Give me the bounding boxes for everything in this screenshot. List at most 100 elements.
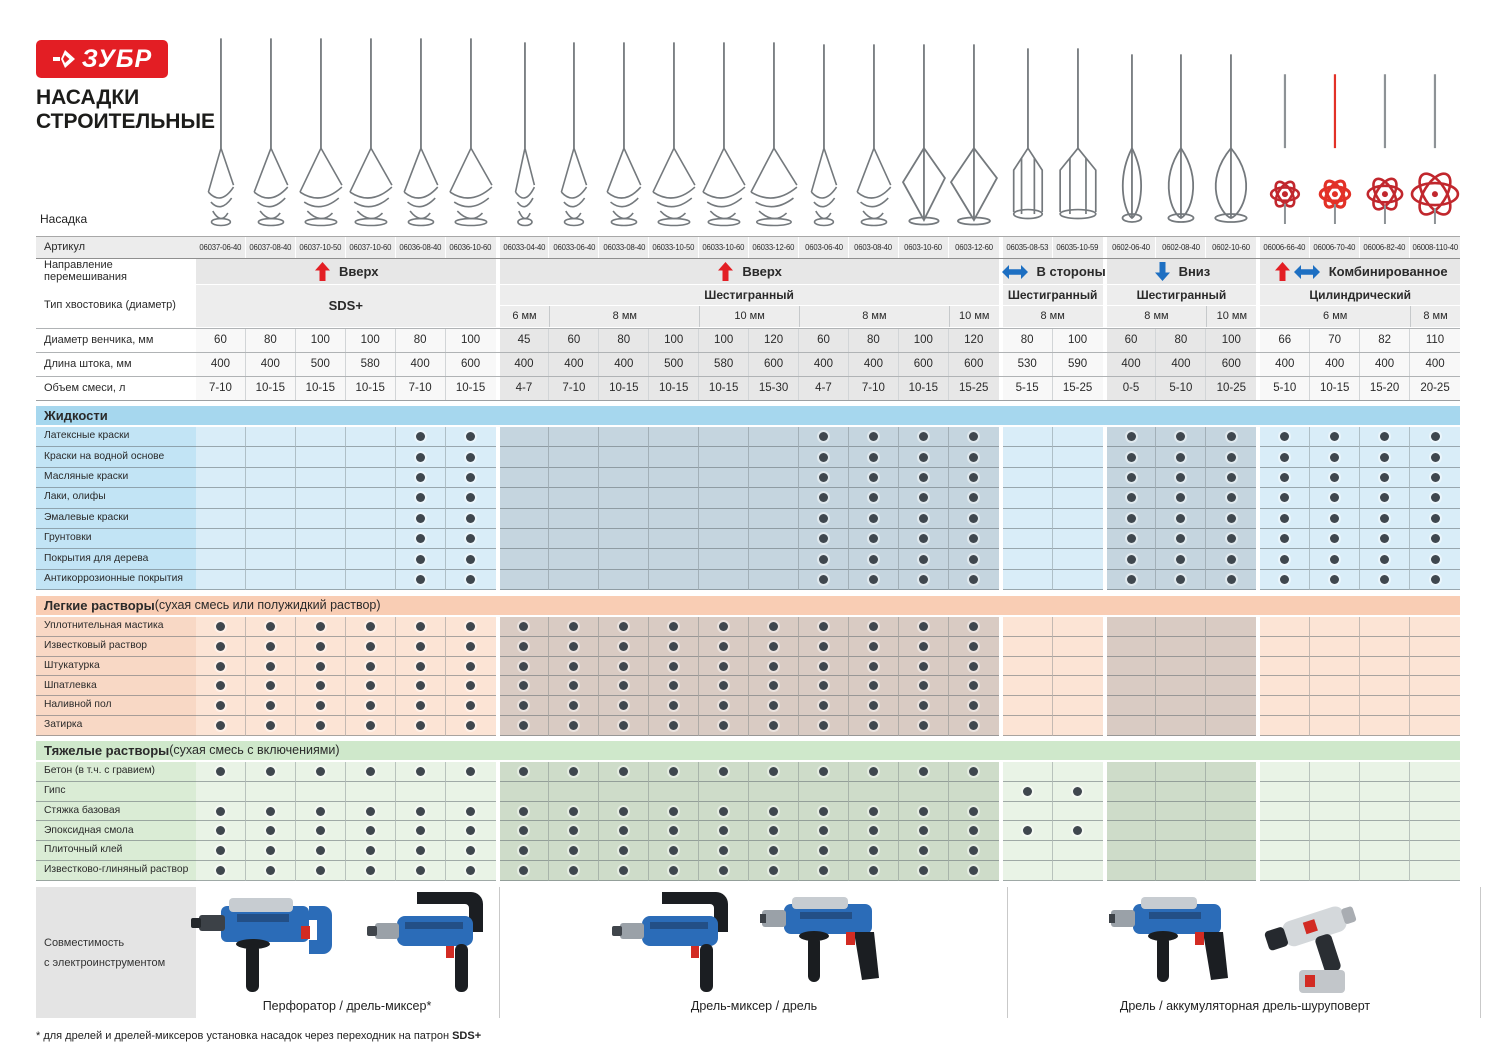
compatibility-dot — [918, 806, 928, 816]
compatibility-dot — [1226, 554, 1236, 564]
article-cell: 06006-66-40 — [1260, 237, 1311, 258]
up-arrow-icon — [315, 262, 331, 281]
diameter-cell: 80 — [1002, 329, 1053, 352]
row-label: Краски на водной основе — [36, 447, 196, 468]
compatibility-dot — [1330, 493, 1340, 503]
matrix-cell — [1206, 529, 1257, 550]
compatibility-dot — [466, 493, 476, 503]
matrix-cell — [1052, 762, 1103, 782]
attachment-image — [1206, 30, 1256, 232]
compatibility-dot — [1380, 452, 1390, 462]
length-cell: 580 — [345, 353, 396, 376]
compatibility-dot — [719, 766, 729, 776]
compatibility-dot — [315, 681, 325, 691]
matrix-cell — [295, 447, 346, 468]
compatibility-dot — [466, 621, 476, 631]
matrix-cell — [799, 821, 849, 842]
matrix-cell — [898, 508, 949, 529]
matrix-cell — [1206, 467, 1257, 489]
page-title-line2: СТРОИТЕЛЬНЫЕ — [36, 110, 216, 133]
matrix-cell — [1310, 762, 1361, 782]
article-cell: 06033-08-40 — [599, 237, 650, 258]
matrix-cell — [599, 821, 650, 842]
matrix-cell — [749, 801, 800, 822]
matrix-cell — [499, 781, 550, 802]
direction-cell: Вниз — [1106, 259, 1257, 284]
matrix-cell — [295, 801, 346, 822]
matrix-cell — [649, 636, 700, 657]
compatibility-dot — [969, 513, 979, 523]
matrix-cell — [245, 821, 296, 842]
matrix-cell — [1360, 508, 1411, 529]
matrix-cell — [445, 529, 496, 550]
matrix-cell — [196, 781, 246, 802]
matrix-cell — [1206, 696, 1257, 717]
article-number: 06033-08-40 — [602, 241, 645, 252]
compatibility-dot — [265, 681, 275, 691]
matrix-cell — [1206, 508, 1257, 529]
compatibility-dot — [569, 826, 579, 836]
matrix-cell — [699, 508, 750, 529]
volume-cell: 10-15 — [898, 377, 949, 400]
attachment-image — [1260, 30, 1310, 232]
matrix-cell — [295, 656, 346, 677]
matrix-cell — [345, 488, 396, 509]
compatibility-dot — [466, 701, 476, 711]
direction-label: В стороны — [1036, 263, 1106, 279]
matrix-cell — [1052, 467, 1103, 489]
matrix-cell — [749, 656, 800, 677]
matrix-cell — [445, 549, 496, 570]
compatibility-dot — [818, 766, 828, 776]
matrix-cell — [295, 841, 346, 862]
matrix-cell — [1310, 636, 1361, 657]
matrix-cell — [445, 508, 496, 529]
compatibility-dot — [466, 574, 476, 584]
compatibility-dot — [265, 661, 275, 671]
matrix-cell — [799, 508, 849, 529]
matrix-cell — [395, 821, 446, 842]
matrix-cell — [549, 427, 600, 448]
diameter-cell: 80 — [848, 329, 899, 352]
attachment-image — [446, 30, 496, 232]
matrix-cell — [549, 696, 600, 717]
matrix-cell — [848, 821, 899, 842]
zone-divider — [1007, 887, 1008, 1018]
compatibility-dot — [818, 554, 828, 564]
compatibility-dot — [918, 641, 928, 651]
article-cell: 06033-04-40 — [499, 237, 550, 258]
shank-type-cell: Шестигранный — [1106, 285, 1257, 305]
compatibility-dot — [769, 826, 779, 836]
compatibility-dot — [1430, 513, 1440, 523]
matrix-cell — [549, 636, 600, 657]
matrix-cell — [599, 569, 650, 591]
article-number: 06006-66-40 — [1263, 241, 1306, 252]
compatibility-dot — [918, 661, 928, 671]
row-label: Наливной пол — [36, 696, 196, 717]
compatibility-dot — [365, 661, 375, 671]
matrix-cell — [1106, 529, 1157, 550]
matrix-cell — [1310, 617, 1361, 637]
rotary-hammer-image — [191, 898, 332, 992]
matrix-cell — [1260, 569, 1311, 591]
matrix-cell — [1206, 617, 1257, 637]
compatibility-dot — [969, 493, 979, 503]
compatibility-dot — [1430, 574, 1440, 584]
direction-label: Вверх — [742, 263, 782, 279]
compatibility-dot — [315, 806, 325, 816]
matrix-cell — [295, 696, 346, 717]
article-number: 06037-10-60 — [349, 241, 392, 252]
matrix-cell — [848, 696, 899, 717]
compatibility-dot — [669, 681, 679, 691]
matrix-cell — [1260, 676, 1311, 697]
diameter-cell: 60 — [799, 329, 849, 352]
matrix-cell — [1206, 569, 1257, 591]
attachment-image — [699, 30, 749, 232]
matrix-cell — [245, 427, 296, 448]
compatibility-dot — [415, 452, 425, 462]
compatibility-dot — [315, 826, 325, 836]
compatibility-dot — [415, 721, 425, 731]
article-cell: 06006-82-40 — [1360, 237, 1411, 258]
compatibility-dot — [769, 866, 779, 876]
row-label: Шпатлевка — [36, 676, 196, 697]
article-cell: 06037-08-40 — [245, 237, 296, 258]
